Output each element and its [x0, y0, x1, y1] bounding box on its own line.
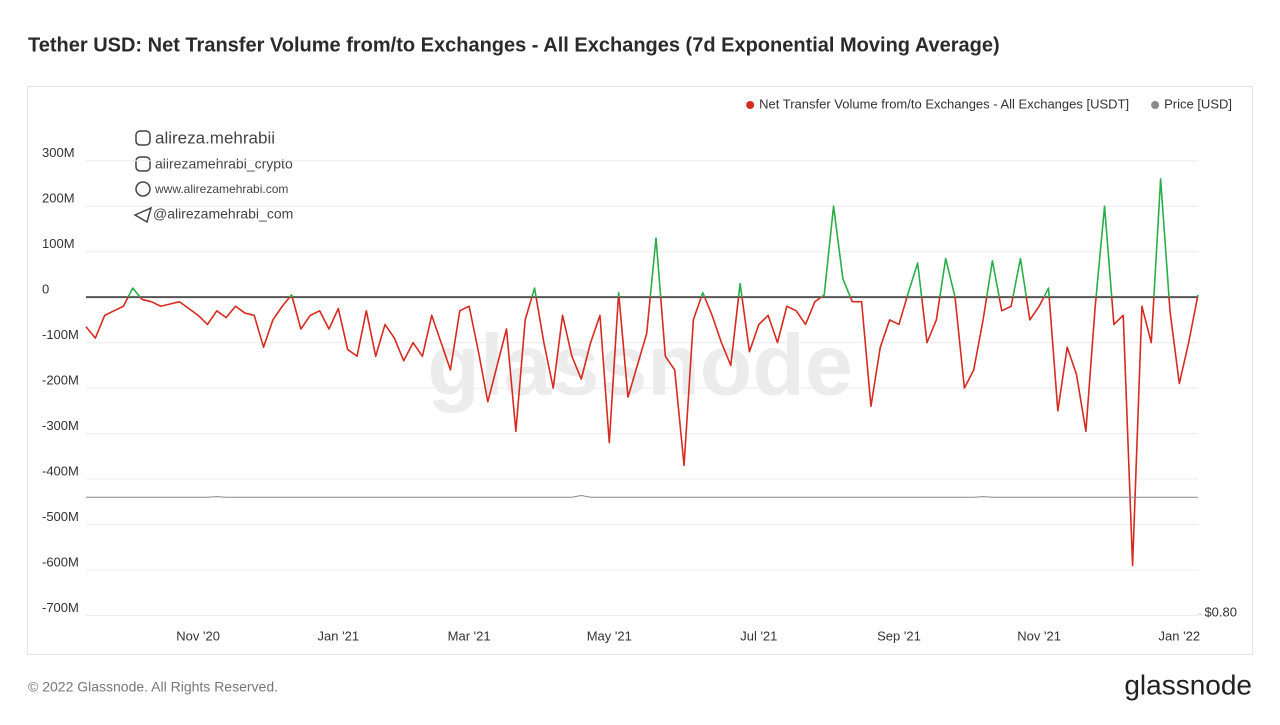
y2-tick-label: $0.80 [1204, 605, 1237, 620]
x-tick-label: Jan '21 [318, 628, 360, 643]
watermark-text: www.alirezamehrabi.com [154, 182, 288, 196]
icon [133, 206, 153, 224]
brand-logo: glassnode [1124, 669, 1252, 700]
y-tick-label: -300M [42, 418, 79, 433]
chart-title: Tether USD: Net Transfer Volume from/to … [28, 34, 1000, 56]
icon [135, 156, 151, 172]
x-tick-label: May '21 [587, 628, 632, 643]
legend-label: Net Transfer Volume from/to Exchanges - … [759, 96, 1129, 111]
icon [135, 181, 151, 197]
watermark-text: @alirezamehrabi_com [153, 206, 293, 222]
x-tick-label: Sep '21 [877, 628, 921, 643]
y-tick-label: -700M [42, 600, 79, 615]
x-tick-label: Nov '20 [176, 628, 220, 643]
watermark-text: alirezamehrabi_crypto [155, 156, 293, 172]
series-line [85, 178, 1199, 567]
y-tick-label: 200M [42, 191, 75, 206]
legend-swatch [1151, 101, 1160, 109]
x-tick-label: Jul '21 [740, 628, 777, 643]
watermark-text: alireza.mehrabii [155, 128, 275, 147]
brand-watermark: glassnode [427, 318, 852, 414]
y-tick-label: -100M [42, 327, 79, 342]
y-tick-label: 300M [42, 145, 75, 160]
x-tick-label: Nov '21 [1017, 628, 1061, 643]
legend-swatch [746, 101, 755, 109]
legend-label: Price [USD] [1164, 96, 1232, 111]
social-watermark: alireza.mehrabii alirezamehrabi_crypto w… [133, 128, 293, 224]
footer: © 2022 Glassnode. All Rights Reserved. [28, 679, 278, 695]
icon [135, 130, 151, 146]
y-tick-label: -400M [42, 463, 79, 478]
y-tick-label: -600M [42, 554, 79, 569]
price-line [86, 494, 1198, 498]
y-tick-label: -200M [42, 373, 79, 388]
y-tick-label: 100M [42, 236, 75, 251]
y-tick-label: -500M [42, 509, 79, 524]
chart-frame [27, 86, 1253, 655]
y-tick-label: 0 [42, 282, 49, 297]
x-tick-label: Mar '21 [448, 628, 491, 643]
x-tick-label: Jan '22 [1159, 628, 1201, 643]
